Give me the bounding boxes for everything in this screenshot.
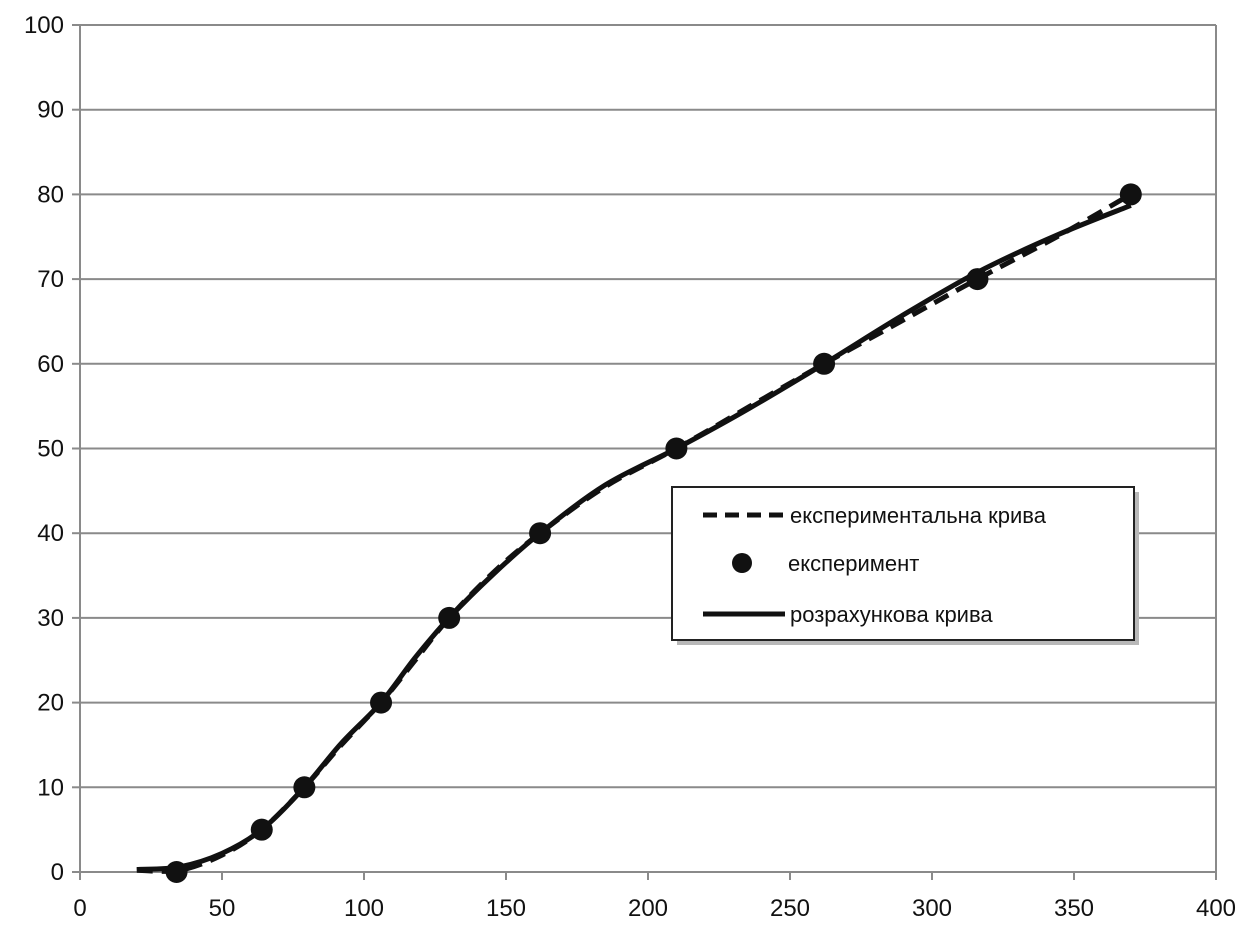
x-tick-label: 350 (1054, 895, 1094, 922)
y-tick-label: 60 (37, 351, 64, 378)
tick-labels: 0 10 20 30 40 50 60 70 80 90 100 0 50 100 150 200 250 300… (24, 12, 1236, 922)
y-tick-label: 90 (37, 97, 64, 124)
legend-label: експеримент (788, 551, 919, 576)
legend: експериментальна крива експеримент розраху… (672, 487, 1139, 645)
legend-swatch-marker (732, 553, 752, 573)
data-point-marker (293, 776, 315, 798)
data-point-marker (1120, 183, 1142, 205)
x-tick-label: 300 (912, 895, 952, 922)
x-tick-label: 50 (209, 895, 236, 922)
y-tick-label: 40 (37, 520, 64, 547)
data-point-marker (529, 522, 551, 544)
y-tick-label: 80 (37, 181, 64, 208)
x-tick-label: 250 (770, 895, 810, 922)
grid (80, 25, 1216, 787)
x-tick-label: 200 (628, 895, 668, 922)
x-tick-label: 150 (486, 895, 526, 922)
axes (72, 25, 1216, 880)
y-tick-label: 70 (37, 266, 64, 293)
data-point-marker (966, 268, 988, 290)
y-tick-label: 100 (24, 12, 64, 39)
y-tick-label: 10 (37, 774, 64, 801)
x-tick-label: 400 (1196, 895, 1236, 922)
x-tick-label: 100 (344, 895, 384, 922)
data-point-marker (370, 692, 392, 714)
legend-label: експериментальна крива (790, 503, 1047, 528)
data-point-marker (166, 861, 188, 883)
y-tick-label: 0 (51, 859, 64, 886)
x-tick-label: 0 (73, 895, 86, 922)
data-point-marker (438, 607, 460, 629)
y-tick-label: 30 (37, 605, 64, 632)
legend-label: розрахункова крива (790, 602, 993, 627)
data-point-marker (813, 353, 835, 375)
data-point-marker (665, 438, 687, 460)
y-tick-label: 20 (37, 690, 64, 717)
y-tick-label: 50 (37, 436, 64, 463)
data-point-marker (251, 819, 273, 841)
